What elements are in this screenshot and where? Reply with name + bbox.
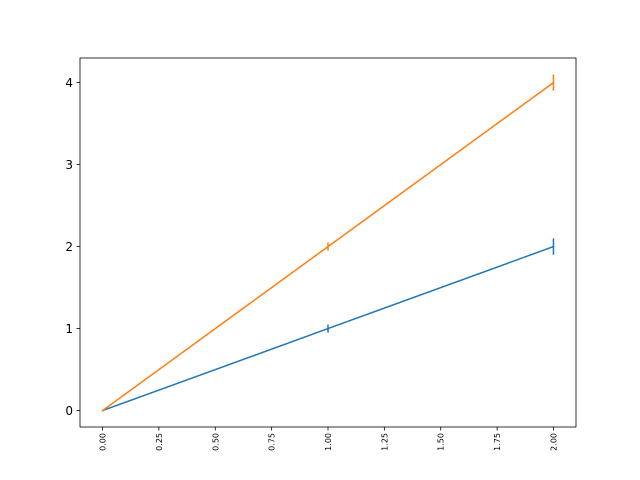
x-tick-label: 0.75 [268,433,277,451]
series-1-point [552,245,555,248]
y-tick-label: 2 [65,240,73,254]
y-tick-label: 3 [65,158,73,172]
series-1-point [327,327,329,330]
plot-frame [79,57,577,428]
x-tick-label: 1.75 [493,433,502,451]
x-axis: 0.00 0.25 0.50 0.75 1.00 1.25 1.50 1.75 2.00 [99,427,558,451]
series-2-point [101,409,104,412]
series-layer [101,74,555,412]
x-tick-label: 2.00 [549,433,558,451]
x-tick-label: 1.50 [437,433,446,451]
x-tick-label: 1.25 [380,433,389,451]
series-2-point [327,245,329,248]
x-tick-label: 0.50 [211,433,220,451]
y-tick-label: 4 [65,76,73,90]
y-axis: 0 1 2 3 4 [65,76,80,418]
x-tick-label: 0.25 [155,433,164,451]
x-tick-label: 0.00 [99,433,108,451]
y-tick-label: 0 [65,404,73,418]
series-2-point [552,81,555,84]
y-tick-label: 1 [65,322,73,336]
x-tick-label: 1.00 [324,433,333,451]
